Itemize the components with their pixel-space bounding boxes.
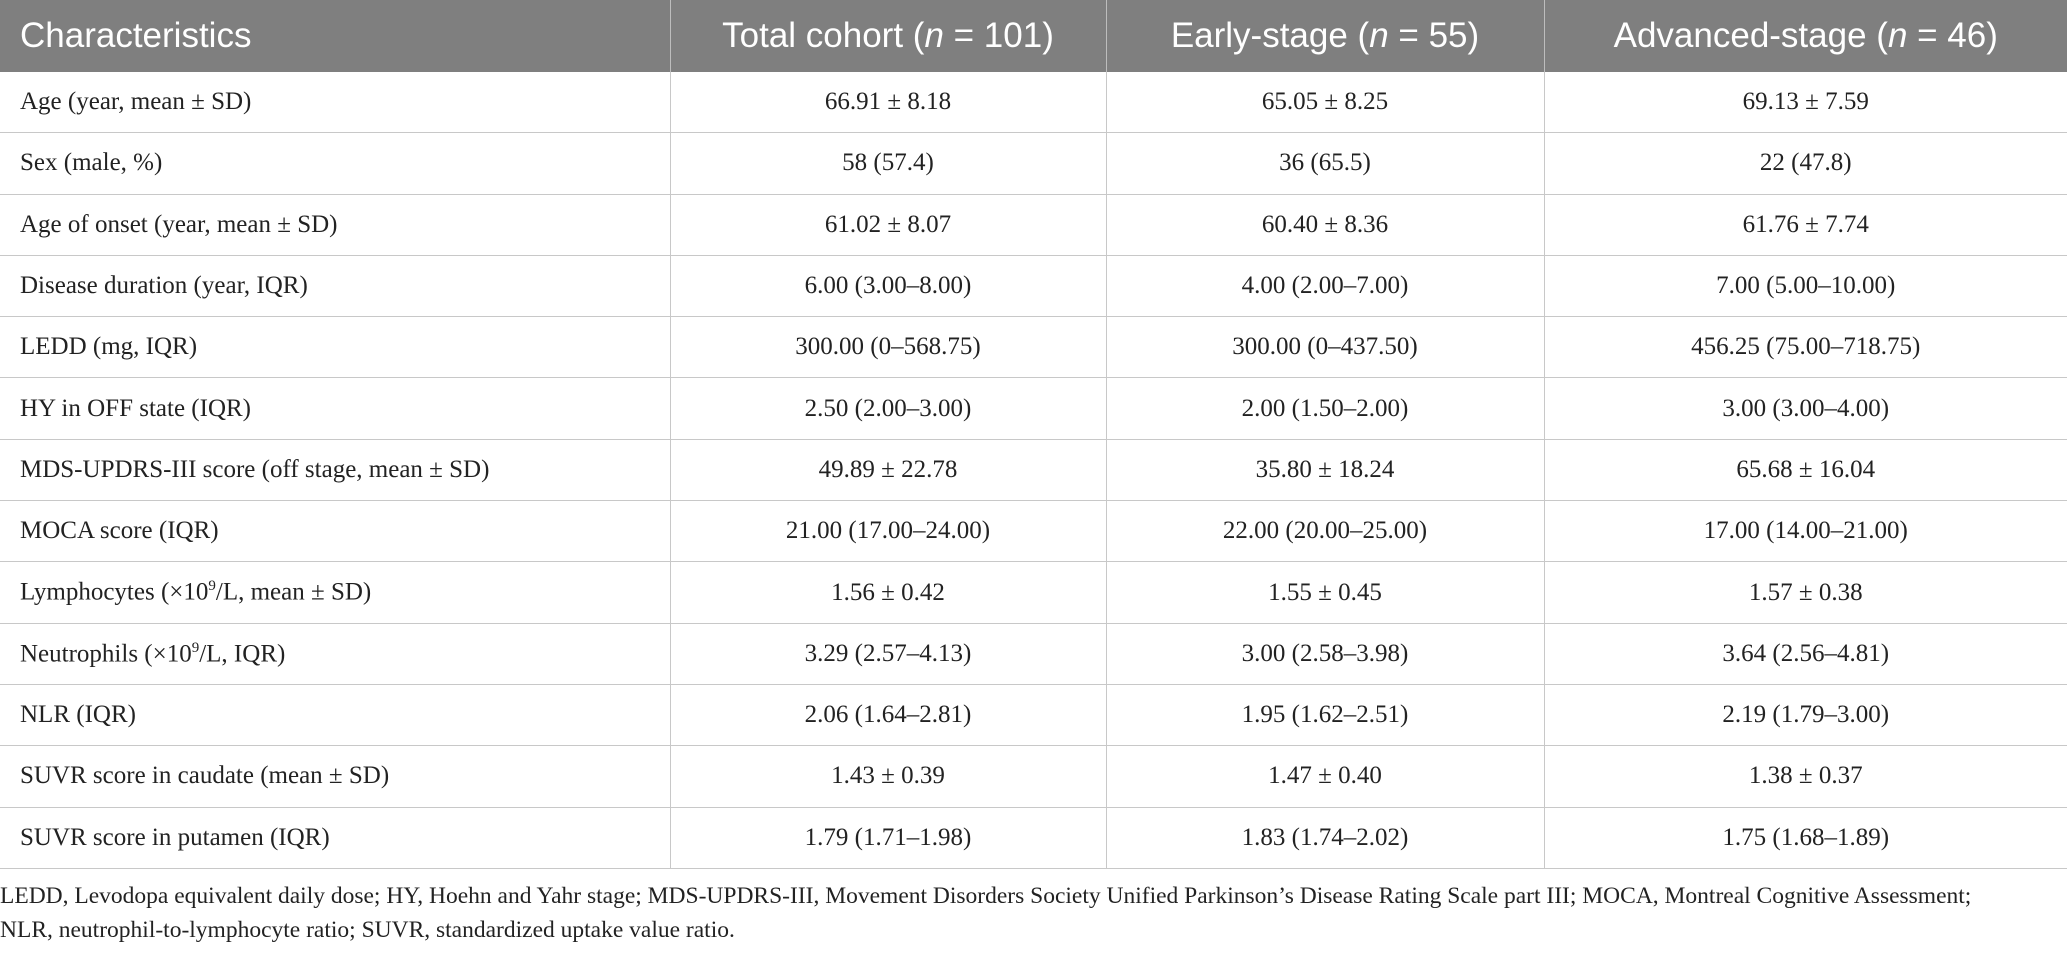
- table-cell: 35.80 ± 18.24: [1105, 439, 1544, 502]
- table-cell: 36 (65.5): [1105, 132, 1544, 195]
- table-cell: 65.05 ± 8.25: [1105, 72, 1544, 134]
- table-cell: 2.50 (2.00–3.00): [669, 377, 1106, 440]
- column-header-i: n: [924, 16, 944, 55]
- table-cell: 1.83 (1.74–2.02): [1105, 807, 1544, 869]
- row-label: SUVR score in caudate (mean ± SD): [0, 745, 670, 808]
- column-header-i: n: [1887, 16, 1908, 55]
- table-cell: 60.40 ± 8.36: [1105, 194, 1544, 256]
- table-cell: 1.56 ± 0.42: [669, 561, 1106, 624]
- table-cell: 4.00 (2.00–7.00): [1105, 255, 1544, 318]
- table-cell: 456.25 (75.00–718.75): [1543, 316, 2067, 379]
- row-label: SUVR score in putamen (IQR): [0, 807, 670, 869]
- table-row: SUVR score in caudate (mean ± SD) 1.43 ± …: [0, 745, 2067, 808]
- row-label-text: Lymphocytes (×10: [20, 578, 209, 606]
- table-cell: 17.00 (14.00–21.00): [1543, 500, 2067, 563]
- row-label-text: /L, IQR): [199, 639, 286, 667]
- table-cell: 2.00 (1.50–2.00): [1105, 377, 1544, 440]
- table-row: Sex (male, %) 58 (57.4) 36 (65.5) 22 (47.8): [0, 132, 2067, 195]
- table-cell: 3.29 (2.57–4.13): [669, 623, 1106, 685]
- column-header-text: Total cohort (: [722, 16, 925, 55]
- table-cell: 1.75 (1.68–1.89): [1543, 807, 2067, 869]
- table-cell: 1.38 ± 0.37: [1543, 745, 2067, 808]
- column-header-i: n: [1369, 16, 1389, 55]
- table-cell: 1.55 ± 0.45: [1105, 561, 1544, 624]
- column-header-text: Early-stage (: [1170, 16, 1370, 55]
- table-cell: 1.79 (1.71–1.98): [669, 807, 1106, 869]
- table-cell: 61.02 ± 8.07: [669, 194, 1106, 256]
- table-row: HY in OFF state (IQR) 2.50 (2.00–3.00) 2.0…: [0, 377, 2067, 440]
- row-label: MDS-UPDRS-III score (off stage, mean ± S…: [0, 439, 670, 502]
- row-label-sup: 9: [191, 639, 200, 656]
- column-header: Total cohort (n = 101): [669, 0, 1106, 72]
- table-row: SUVR score in putamen (IQR) 1.79 (1.71–1.…: [0, 807, 2067, 869]
- table-cell: 66.91 ± 8.18: [669, 72, 1106, 134]
- row-label: HY in OFF state (IQR): [0, 377, 670, 440]
- row-label: Lymphocytes (×109/L, mean ± SD): [0, 561, 670, 624]
- table-cell: 69.13 ± 7.59: [1543, 72, 2067, 134]
- table-cell: 300.00 (0–437.50): [1105, 316, 1544, 379]
- row-label: NLR (IQR): [0, 684, 670, 747]
- table-cell: 1.43 ± 0.39: [669, 745, 1106, 808]
- table-cell: 1.95 (1.62–2.51): [1105, 684, 1544, 747]
- table-cell: 22.00 (20.00–25.00): [1105, 500, 1544, 563]
- table-cell: 6.00 (3.00–8.00): [669, 255, 1106, 318]
- column-header-text: Characteristics: [20, 16, 252, 55]
- table-cell: 49.89 ± 22.78: [669, 439, 1106, 502]
- row-label: Neutrophils (×109/L, IQR): [0, 623, 670, 685]
- table-row: NLR (IQR) 2.06 (1.64–2.81) 1.95 (1.62–2.51…: [0, 684, 2067, 747]
- table-cell: 3.00 (3.00–4.00): [1543, 377, 2067, 440]
- table-cell: 7.00 (5.00–10.00): [1543, 255, 2067, 318]
- row-label: Sex (male, %): [0, 132, 670, 195]
- row-label: Age of onset (year, mean ± SD): [0, 194, 670, 256]
- table-body: Age (year, mean ± SD) 66.91 ± 8.18 65.05 ±…: [0, 72, 2067, 869]
- row-label: Age (year, mean ± SD): [0, 72, 670, 134]
- row-label: Disease duration (year, IQR): [0, 255, 670, 318]
- table-cell: 1.47 ± 0.40: [1105, 745, 1544, 808]
- table-cell: 3.00 (2.58–3.98): [1105, 623, 1544, 685]
- header-row: Characteristics Total cohort (n = 101) Ear…: [0, 0, 2067, 72]
- table-cell: 22 (47.8): [1543, 132, 2067, 195]
- table-cell: 1.57 ± 0.38: [1543, 561, 2067, 624]
- table-row: MOCA score (IQR) 21.00 (17.00–24.00) 22.00…: [0, 500, 2067, 563]
- table-cell: 61.76 ± 7.74: [1543, 194, 2067, 256]
- table-cell: 58 (57.4): [669, 132, 1106, 195]
- table-cell: 2.19 (1.79–3.00): [1543, 684, 2067, 747]
- row-label: MOCA score (IQR): [0, 500, 670, 563]
- row-label: LEDD (mg, IQR): [0, 316, 670, 379]
- table-cell: 3.64 (2.56–4.81): [1543, 623, 2067, 685]
- table-row: Age of onset (year, mean ± SD) 61.02 ± 8.…: [0, 194, 2067, 256]
- table-cell: 300.00 (0–568.75): [669, 316, 1106, 379]
- table-row: Age (year, mean ± SD) 66.91 ± 8.18 65.05 ±…: [0, 72, 2067, 134]
- table-cell: 2.06 (1.64–2.81): [669, 684, 1106, 747]
- column-header: Characteristics: [0, 0, 670, 72]
- column-header: Advanced-stage (n = 46): [1543, 0, 2067, 72]
- row-label-text: Neutrophils (×10: [20, 639, 192, 667]
- row-label-sup: 9: [208, 578, 216, 595]
- column-header-text: = 55): [1388, 16, 1480, 55]
- table-row: Disease duration (year, IQR) 6.00 (3.00–8…: [0, 255, 2067, 318]
- footnote: LEDD, Levodopa equivalent daily dose; HY…: [0, 882, 1972, 943]
- table-cell: 21.00 (17.00–24.00): [669, 500, 1106, 563]
- table-cell: 65.68 ± 16.04: [1543, 439, 2067, 502]
- row-label-text: /L, mean ± SD): [215, 578, 372, 606]
- table-row: LEDD (mg, IQR) 300.00 (0–568.75) 300.00 (0…: [0, 316, 2067, 379]
- column-header-text: = 46): [1907, 16, 1998, 55]
- column-header-text: = 101): [943, 16, 1054, 55]
- table-row: MDS-UPDRS-III score (off stage, mean ± S…: [0, 439, 2067, 502]
- data-table: Characteristics Total cohort (n = 101) Ear…: [0, 0, 2067, 869]
- table-row: Lymphocytes (×109/L, mean ± SD) 1.56 ± 0.…: [0, 561, 2067, 624]
- column-header: Early-stage (n = 55): [1105, 0, 1544, 72]
- column-header-text: Advanced-stage (: [1613, 16, 1888, 55]
- table-row: Neutrophils (×109/L, IQR) 3.29 (2.57–4.13…: [0, 623, 2067, 685]
